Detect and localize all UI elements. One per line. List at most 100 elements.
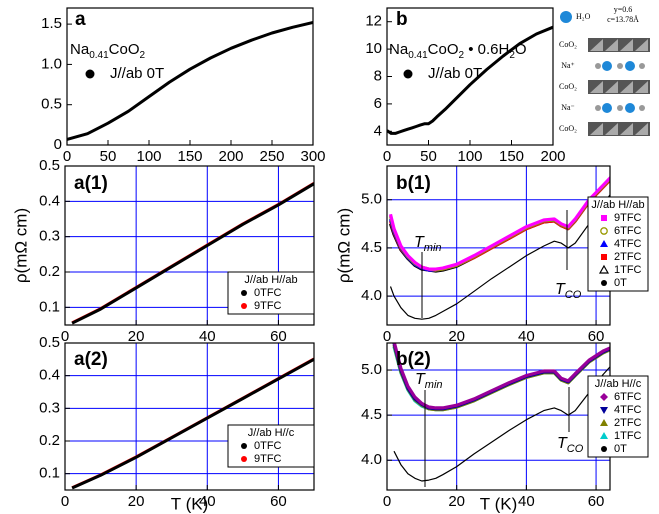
inset-triangle bbox=[635, 81, 648, 93]
x-tick-label: 50 bbox=[420, 148, 437, 165]
legend-label: 4TFC bbox=[614, 238, 642, 250]
x-tick-label: 40 bbox=[518, 493, 535, 510]
y-tick-label: 0.3 bbox=[39, 399, 60, 416]
formula: Na0.41CoO2 bbox=[70, 41, 146, 61]
y-tick-label: 4.5 bbox=[361, 406, 382, 423]
x-tick-label: 100 bbox=[457, 148, 482, 165]
legend-label: 2TFC bbox=[614, 417, 642, 429]
inset-atom bbox=[639, 63, 645, 69]
y-axis-label: ρ(mΩ cm) bbox=[334, 208, 353, 283]
legend-marker bbox=[600, 393, 608, 401]
data-line bbox=[71, 182, 314, 325]
x-tick-label: 200 bbox=[218, 148, 243, 165]
inset-triangle bbox=[635, 123, 648, 135]
inset-water bbox=[560, 11, 572, 23]
formula-part: O bbox=[515, 41, 527, 58]
y-tick-label: 0.5 bbox=[39, 157, 60, 174]
x-tick-label: 20 bbox=[448, 328, 465, 345]
inset-triangle bbox=[620, 123, 633, 135]
inset-legend: H₂O bbox=[576, 12, 591, 21]
x-tick-label: 200 bbox=[540, 148, 565, 165]
inset-atom bbox=[602, 61, 612, 71]
panel-label: b(1) bbox=[396, 173, 431, 194]
inset-triangle bbox=[620, 81, 633, 93]
x-tick-label: 0 bbox=[383, 148, 391, 165]
legend-marker bbox=[241, 303, 247, 309]
x-tick-label: 250 bbox=[259, 148, 284, 165]
x-tick-label: 40 bbox=[199, 493, 216, 510]
data-line bbox=[387, 25, 553, 135]
formula-part: 2 bbox=[509, 50, 515, 61]
inset-atom bbox=[595, 105, 601, 111]
formula: TCO bbox=[557, 435, 584, 455]
y-tick-label: 0.1 bbox=[39, 465, 60, 482]
legend-marker bbox=[600, 227, 608, 235]
formula-part: T bbox=[414, 234, 425, 251]
x-tick-label: 150 bbox=[499, 148, 524, 165]
inset-triangle bbox=[605, 123, 618, 135]
inset-atom bbox=[625, 103, 635, 113]
legend-marker bbox=[601, 446, 607, 452]
y-tick-label: 0 bbox=[54, 136, 62, 153]
data-line bbox=[393, 366, 610, 482]
inset-atom bbox=[625, 61, 635, 71]
inset-layer bbox=[588, 122, 650, 136]
legend-label: 1TFC bbox=[614, 264, 642, 276]
legend-title: J//ab H//ab bbox=[591, 199, 644, 211]
inset-layer bbox=[588, 38, 650, 52]
x-tick-label: 0 bbox=[63, 148, 71, 165]
legend-marker bbox=[241, 443, 247, 449]
x-tick-label: 150 bbox=[177, 148, 202, 165]
plot-frame bbox=[64, 165, 315, 326]
legend-marker bbox=[601, 280, 607, 286]
legend-marker bbox=[598, 264, 610, 274]
x-tick-label: 20 bbox=[128, 328, 145, 345]
legend-label: 0TFC bbox=[254, 440, 282, 452]
x-tick-label: 300 bbox=[300, 148, 325, 165]
legend-marker bbox=[241, 456, 247, 462]
data-line bbox=[389, 193, 610, 320]
y-tick-label: 8 bbox=[374, 67, 382, 84]
x-tick-label: 40 bbox=[199, 328, 216, 345]
y-tick-label: 4.0 bbox=[361, 451, 382, 468]
legend-label: 0TFC bbox=[254, 287, 282, 299]
x-tick-label: 100 bbox=[136, 148, 161, 165]
data-line bbox=[392, 343, 610, 410]
y-tick-label: 10 bbox=[365, 40, 382, 57]
formula-part: CoO bbox=[428, 41, 459, 58]
plot-frame bbox=[64, 342, 315, 491]
formula-part: 2 bbox=[459, 50, 465, 61]
x-tick-label: 20 bbox=[448, 493, 465, 510]
inset-triangle bbox=[590, 39, 603, 51]
plot-frame bbox=[386, 7, 554, 146]
inset-triangle bbox=[605, 39, 618, 51]
formula-part: Na bbox=[70, 41, 90, 58]
y-tick-label: 0.2 bbox=[39, 263, 60, 280]
legend-marker bbox=[403, 69, 413, 79]
y-tick-label: 0.4 bbox=[39, 367, 60, 384]
legend-marker bbox=[241, 290, 247, 296]
y-tick-label: 0.4 bbox=[39, 192, 60, 209]
legend-label: 1TFC bbox=[614, 430, 642, 442]
formula: Tmin bbox=[415, 371, 443, 391]
legend-marker bbox=[601, 215, 607, 221]
y-tick-label: 0.5 bbox=[41, 96, 62, 113]
x-tick-label: 0 bbox=[61, 328, 69, 345]
formula-part: T bbox=[415, 371, 426, 388]
legend-label: J//ab 0T bbox=[428, 65, 482, 82]
formula-part: T bbox=[557, 435, 568, 452]
inset-layer-label: Na⁺ bbox=[561, 61, 575, 70]
legend-label: 4TFC bbox=[614, 404, 642, 416]
y-tick-label: 4.5 bbox=[361, 239, 382, 256]
x-tick-label: 60 bbox=[588, 328, 605, 345]
legend-label: 6TFC bbox=[614, 391, 642, 403]
inset-layer-label: Na⁻ bbox=[561, 103, 575, 112]
x-axis-label: T (K) bbox=[171, 494, 208, 513]
formula-part: CO bbox=[565, 289, 582, 301]
inset-triangle bbox=[605, 81, 618, 93]
inset-layer-label: CoO₂ bbox=[559, 40, 577, 49]
y-tick-label: 4.0 bbox=[361, 287, 382, 304]
x-tick-label: 60 bbox=[588, 493, 605, 510]
y-tick-label: 0.3 bbox=[39, 228, 60, 245]
formula: TCO bbox=[555, 281, 582, 301]
